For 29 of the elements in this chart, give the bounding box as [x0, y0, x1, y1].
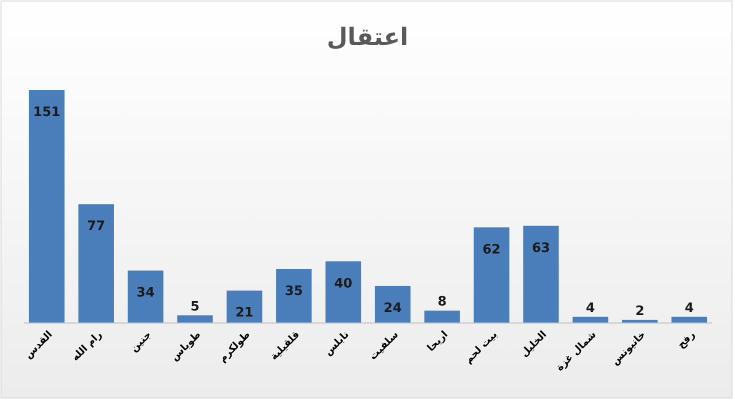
data-label: 8: [438, 294, 447, 310]
chart-title: اعتقال: [326, 23, 408, 51]
x-tick-label: القدس: [23, 329, 55, 362]
data-label: 151: [33, 105, 60, 120]
data-label: 2: [635, 304, 644, 319]
data-label: 62: [482, 242, 501, 258]
data-label: 77: [87, 219, 106, 234]
data-label: 63: [532, 240, 550, 256]
x-tick-label: شمال غزة: [554, 329, 599, 374]
x-tick-label: طولكرم: [217, 329, 253, 365]
x-tick-label: جنين: [128, 329, 154, 354]
x-tick-label: الخليل: [519, 329, 550, 360]
data-label: 40: [334, 276, 352, 292]
data-label: 21: [235, 306, 254, 321]
data-label: 5: [190, 299, 200, 314]
x-tick-label: طوباس: [169, 329, 204, 364]
x-tick-label: قلقيلية: [268, 329, 302, 363]
x-tick-label: رفح: [676, 329, 698, 351]
x-tick-label: رام الله: [70, 329, 104, 364]
data-label: 4: [586, 300, 595, 316]
x-tick-label: خانيونس: [610, 329, 648, 368]
x-tick-label: سلفيت: [368, 329, 401, 362]
data-label: 35: [284, 284, 303, 299]
data-label: 4: [684, 300, 694, 316]
data-label: 34: [136, 286, 155, 301]
x-tick-label: نابلس: [322, 329, 352, 358]
x-tick-label: بيت لحم: [463, 329, 500, 366]
data-label: 24: [384, 300, 402, 316]
x-tick-label: اريحا: [426, 329, 450, 354]
